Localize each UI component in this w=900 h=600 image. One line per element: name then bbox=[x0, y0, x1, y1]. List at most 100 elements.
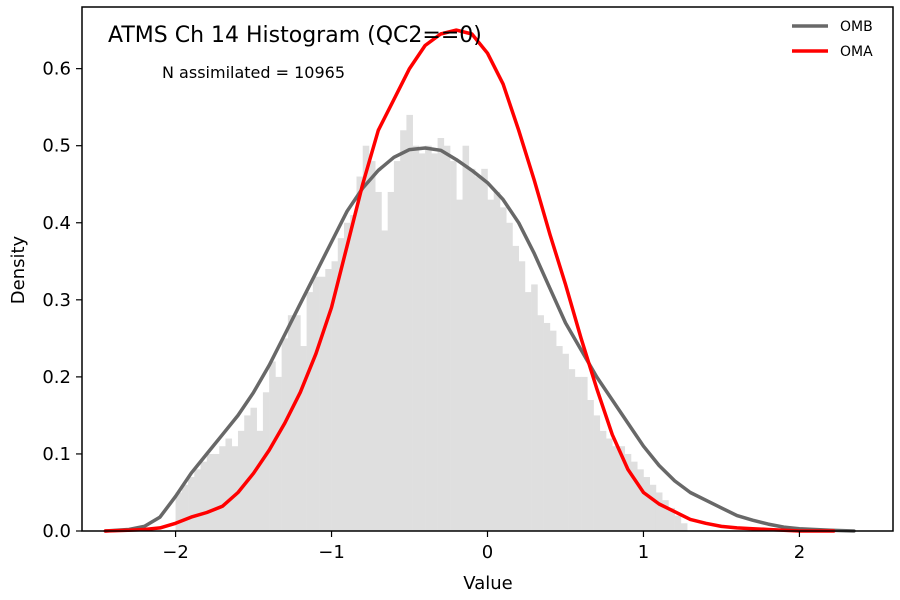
histogram-bar bbox=[512, 245, 519, 531]
y-tick-label: 0.4 bbox=[42, 213, 71, 234]
histogram-bar bbox=[431, 153, 438, 532]
histogram-bar bbox=[325, 269, 332, 531]
y-tick-label: 0.2 bbox=[42, 367, 71, 388]
histogram-bar bbox=[624, 453, 632, 531]
histogram-bar bbox=[518, 261, 526, 531]
x-tick-label: −1 bbox=[318, 542, 345, 563]
histogram-bar bbox=[587, 400, 594, 531]
histogram-bar bbox=[368, 161, 376, 531]
axis-ticks: −2 −1 0 1 2 0.0 0.1 0.2 0.3 0.4 0.5 0.6 bbox=[42, 59, 805, 563]
histogram-bar bbox=[312, 276, 320, 531]
y-tick-label: 0.0 bbox=[42, 521, 71, 542]
histogram-bar bbox=[181, 484, 189, 531]
y-axis-label: Density bbox=[8, 235, 29, 304]
histogram-bar bbox=[425, 145, 432, 532]
histogram-bar bbox=[549, 330, 557, 531]
histogram-bar bbox=[194, 469, 201, 531]
histogram-bar bbox=[319, 276, 326, 531]
y-tick-label: 0.6 bbox=[42, 59, 71, 80]
histogram-bar bbox=[593, 415, 601, 531]
histogram-bar bbox=[256, 430, 264, 531]
histogram-bar bbox=[244, 415, 251, 531]
histogram-bar bbox=[443, 145, 451, 532]
histogram-bar bbox=[331, 261, 339, 531]
histogram-bar bbox=[537, 315, 544, 531]
histogram-bars bbox=[175, 114, 688, 532]
histogram-bar bbox=[306, 292, 314, 531]
histogram-bar bbox=[231, 446, 239, 531]
histogram-bar bbox=[375, 191, 382, 532]
histogram-bar bbox=[188, 477, 195, 531]
y-tick-label: 0.1 bbox=[42, 444, 71, 465]
histogram-bar bbox=[606, 438, 613, 531]
chart-title: ATMS Ch 14 Histogram (QC2==0) bbox=[108, 23, 482, 48]
histogram-bar bbox=[637, 469, 644, 531]
histogram-bar bbox=[418, 153, 426, 532]
y-tick-label: 0.5 bbox=[42, 136, 71, 157]
series-line-oma bbox=[103, 28, 836, 533]
histogram-bar bbox=[668, 507, 675, 531]
histogram-bar bbox=[612, 446, 619, 531]
histogram-bar bbox=[356, 176, 364, 531]
series-lines bbox=[103, 28, 856, 533]
histogram-bar bbox=[674, 515, 682, 531]
series-line-omb bbox=[103, 146, 856, 533]
x-tick-label: 1 bbox=[638, 542, 649, 563]
histogram-bar bbox=[237, 430, 245, 531]
legend-oma-label: OMA bbox=[840, 44, 873, 60]
histogram-bar bbox=[662, 500, 669, 531]
histogram-bar bbox=[468, 168, 476, 531]
legend: OMB OMA bbox=[792, 19, 873, 60]
histogram-bar bbox=[275, 376, 282, 531]
histogram-bar bbox=[499, 207, 507, 531]
histogram-bar bbox=[574, 376, 582, 531]
histogram-bar bbox=[450, 161, 457, 531]
histogram-bar bbox=[493, 191, 501, 532]
histogram-bar bbox=[599, 430, 607, 531]
histogram-bar bbox=[300, 346, 307, 531]
histogram-bar bbox=[630, 461, 638, 531]
histogram-bar bbox=[562, 353, 569, 531]
histogram-bar bbox=[337, 238, 345, 532]
histogram-bar bbox=[219, 446, 226, 531]
histogram-bar bbox=[406, 114, 413, 531]
histogram-bar bbox=[481, 168, 488, 531]
x-axis-label: Value bbox=[463, 573, 512, 594]
histogram-bar bbox=[350, 215, 357, 531]
histogram-bar bbox=[206, 453, 214, 531]
histogram-bar bbox=[475, 176, 482, 531]
histogram-bar bbox=[387, 191, 395, 532]
histogram-bar bbox=[412, 145, 420, 532]
histogram-bar bbox=[556, 346, 563, 531]
histogram-bar bbox=[487, 199, 495, 531]
histogram-bar bbox=[568, 369, 576, 531]
histogram-bar bbox=[393, 161, 401, 531]
histogram-bar bbox=[225, 438, 233, 531]
histogram-bar bbox=[531, 284, 538, 531]
histogram-bar bbox=[200, 461, 208, 531]
histogram-bar bbox=[437, 138, 445, 531]
histogram-bar bbox=[281, 338, 289, 531]
x-tick-label: 2 bbox=[794, 542, 805, 563]
y-tick-label: 0.3 bbox=[42, 290, 71, 311]
histogram-bar bbox=[400, 130, 407, 531]
histogram-bar bbox=[294, 315, 301, 531]
legend-omb-label: OMB bbox=[840, 19, 873, 35]
histogram-bar bbox=[362, 145, 370, 532]
x-tick-label: 0 bbox=[482, 542, 493, 563]
histogram-bar bbox=[649, 484, 657, 531]
histogram-bar bbox=[287, 315, 295, 531]
histogram-bar bbox=[581, 376, 588, 531]
histogram-bar bbox=[381, 230, 388, 531]
x-tick-label: −2 bbox=[162, 542, 189, 563]
histogram-bar bbox=[175, 492, 183, 531]
histogram-bar bbox=[213, 453, 220, 531]
histogram-bar bbox=[643, 477, 650, 531]
histogram-bar bbox=[462, 145, 470, 532]
n-assimilated-annotation: N assimilated = 10965 bbox=[162, 63, 345, 82]
histogram-bar bbox=[456, 199, 463, 531]
histogram-bar bbox=[250, 407, 257, 531]
histogram-bar bbox=[262, 392, 270, 531]
histogram-bar bbox=[524, 292, 532, 531]
